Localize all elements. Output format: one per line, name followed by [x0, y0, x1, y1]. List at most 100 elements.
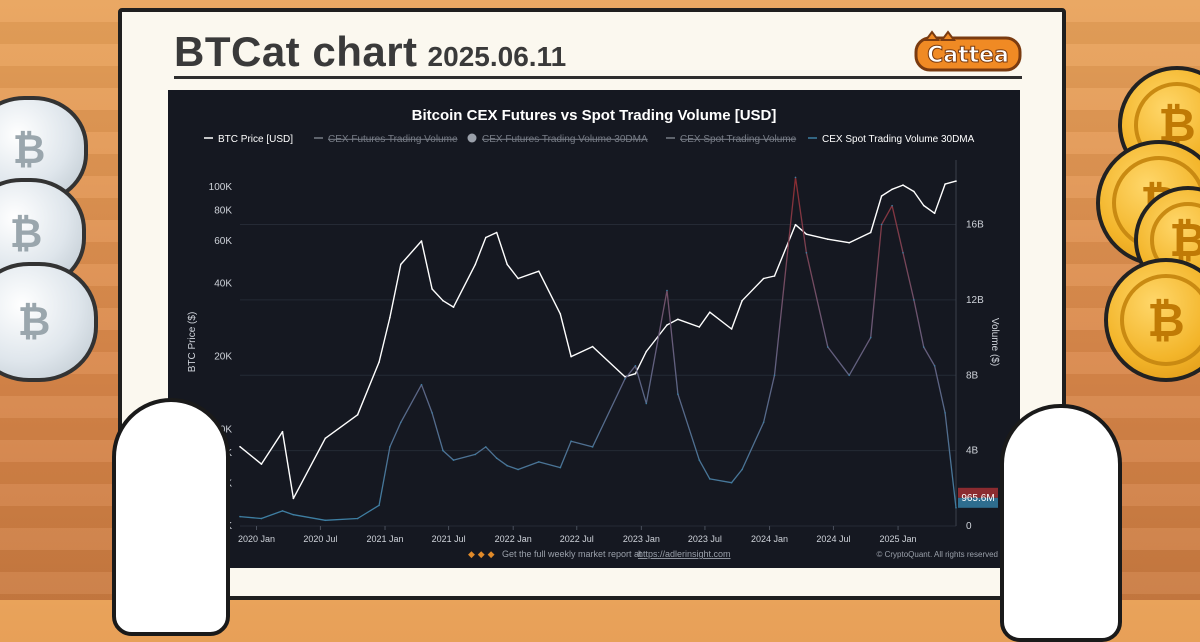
- footer-link[interactable]: https://adlerinsight.com: [638, 549, 731, 559]
- chart-grid: [240, 224, 956, 527]
- x-axis: 2020 Jan 2020 Jul 2021 Jan 2021 Jul 2022 Jan…: [238, 526, 917, 544]
- right-tick-label: 0: [966, 521, 972, 532]
- footer-text: Get the full weekly market report at: [502, 549, 642, 559]
- price-point: [891, 188, 893, 191]
- x-tick-label: 2023 Jan: [623, 534, 660, 544]
- volume-point: [698, 459, 701, 461]
- volume-point: [292, 513, 295, 516]
- logo-text: Cattea: [927, 43, 1009, 68]
- value-tag-text: 965.6M: [961, 493, 994, 504]
- volume-point: [420, 383, 423, 386]
- volume-point: [933, 365, 936, 367]
- left-tick-label: 20K: [214, 352, 232, 363]
- volume-point: [559, 466, 562, 469]
- chart-lines: [239, 176, 957, 522]
- price-point: [389, 316, 391, 319]
- chart-panel: Bitcoin CEX Futures vs Spot Trading Volu…: [168, 90, 1020, 568]
- left-tick-label: 60K: [214, 236, 232, 247]
- price-point: [944, 183, 946, 185]
- right-tick-label: 4B: [966, 446, 979, 457]
- price-point: [559, 313, 562, 315]
- legend-marker-dot: [467, 133, 477, 143]
- price-point: [517, 277, 519, 280]
- price-point: [902, 184, 904, 186]
- volume-point: [495, 457, 498, 460]
- volume-point: [869, 336, 872, 339]
- price-point: [400, 263, 402, 266]
- copyright-text: © CryptoQuant. All rights reserved: [877, 550, 999, 559]
- price-point: [260, 463, 263, 465]
- chart-svg: Bitcoin CEX Futures vs Spot Trading Volu…: [187, 107, 1000, 560]
- price-point: [848, 241, 850, 244]
- bitcoin-coin-4: ₿: [1104, 258, 1200, 382]
- volume-point: [709, 478, 711, 480]
- volume-point: [944, 412, 946, 414]
- price-point: [677, 318, 679, 321]
- price-point: [474, 263, 477, 266]
- right-axis-label: Volume ($): [989, 318, 1000, 366]
- price-point: [922, 204, 925, 207]
- right-tick-label: 8B: [966, 370, 979, 381]
- left-axis-label: BTC Price ($): [187, 312, 198, 373]
- price-point: [645, 350, 648, 353]
- footer-note: ◆ ◆ ◆ Get the full weekly market report …: [468, 549, 731, 560]
- price-point: [570, 355, 572, 358]
- price-point: [591, 345, 594, 348]
- volume-point: [356, 517, 359, 520]
- x-tick-label: 2020 Jul: [303, 534, 337, 544]
- volume-point: [762, 421, 765, 424]
- volume-point: [538, 461, 540, 463]
- volume-point: [794, 176, 797, 179]
- price-point: [239, 445, 241, 448]
- left-tick-label: 80K: [214, 206, 232, 217]
- price-point: [741, 299, 743, 302]
- footer-icons: ◆ ◆ ◆: [468, 550, 495, 560]
- price-point: [666, 324, 668, 326]
- volume-point: [389, 446, 391, 448]
- title-date: 2025.06.11: [427, 41, 567, 72]
- legend-label: BTC Price [USD]: [218, 134, 293, 145]
- right-axis: 0 4B 8B 12B 16B: [955, 160, 984, 532]
- legend-label: CEX Futures Trading Volume 30DMA: [482, 134, 648, 145]
- volume-point: [324, 519, 327, 522]
- volume-point: [239, 515, 241, 518]
- chart-title: Bitcoin CEX Futures vs Spot Trading Volu…: [412, 107, 777, 124]
- price-point: [880, 195, 883, 197]
- x-tick-label: 2021 Jul: [432, 534, 466, 544]
- price-point: [698, 326, 701, 328]
- value-tag-top: [958, 487, 998, 498]
- price-point: [634, 372, 637, 375]
- x-tick-label: 2024 Jul: [816, 534, 850, 544]
- title-text: BTCat chart: [174, 28, 418, 75]
- volume-point: [281, 510, 284, 512]
- price-point: [495, 231, 498, 234]
- chart-legend: BTC Price [USD] CEX Futures Trading Volum…: [204, 133, 975, 145]
- price-point: [356, 414, 359, 416]
- volume-point: [955, 507, 957, 509]
- volume-point: [902, 252, 904, 254]
- price-point: [506, 263, 509, 266]
- price-point: [431, 288, 433, 290]
- legend-item: BTC Price [USD]: [204, 134, 293, 145]
- price-point: [709, 311, 711, 313]
- volume-point: [452, 459, 455, 461]
- legend-item: CEX Spot Trading Volume 30DMA: [808, 134, 975, 145]
- x-tick-label: 2022 Jul: [560, 534, 594, 544]
- price-point: [794, 223, 797, 226]
- legend-label: CEX Futures Trading Volume: [328, 134, 458, 145]
- volume-point: [506, 464, 509, 467]
- price-point: [869, 231, 872, 234]
- volume-point: [570, 440, 572, 443]
- price-point: [281, 430, 284, 433]
- legend-item: CEX Futures Trading Volume 30DMA: [467, 133, 648, 145]
- volume-point: [880, 223, 883, 226]
- price-point: [324, 437, 327, 440]
- volume-point: [666, 289, 668, 292]
- volume-point: [260, 517, 263, 520]
- last-value-tag: 965.6M: [958, 487, 998, 508]
- page-title: BTCat chart 2025.06.11: [174, 28, 566, 76]
- left-cat-paw: [112, 398, 230, 636]
- right-cat-paw: [1000, 404, 1122, 642]
- volume-point: [827, 346, 829, 348]
- spot-volume-30dma-line: [239, 176, 957, 521]
